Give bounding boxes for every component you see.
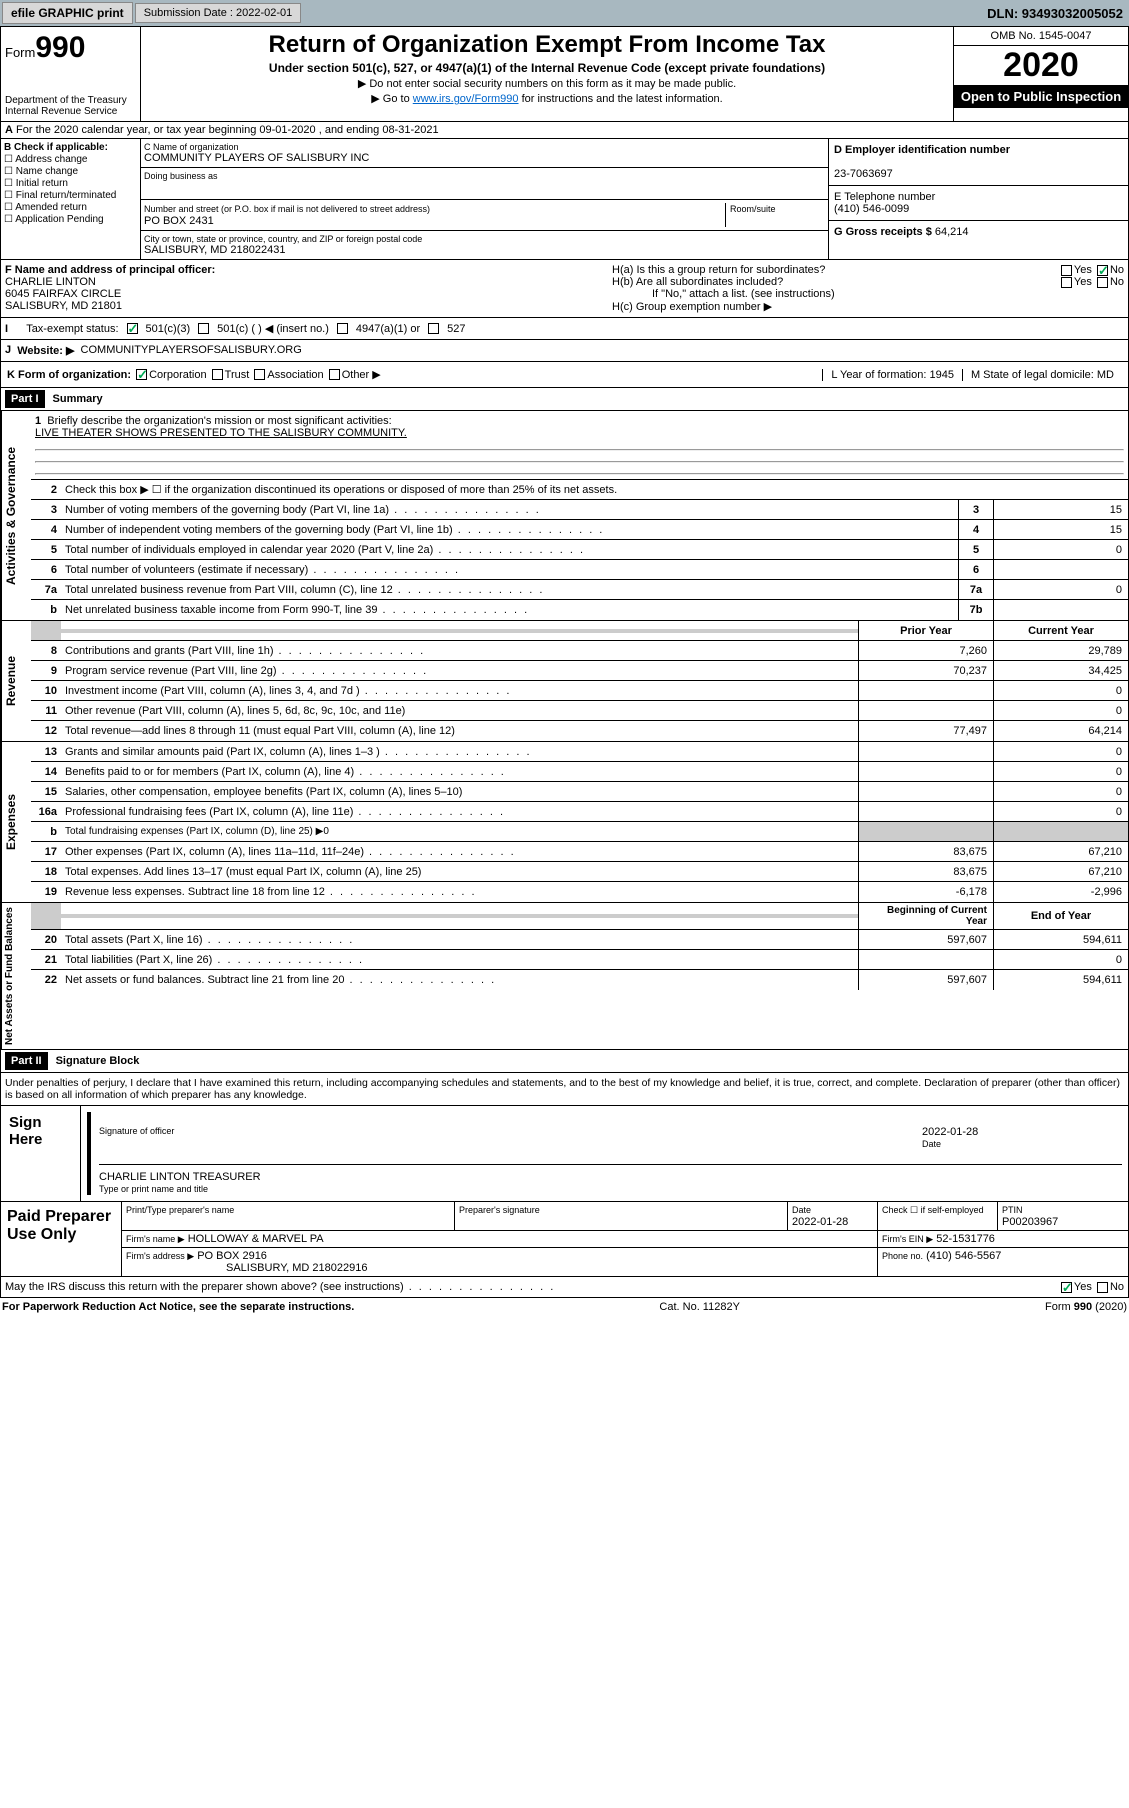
chk-name-change[interactable]: ☐ Name change <box>4 166 137 177</box>
h-a: H(a) Is this a group return for subordin… <box>612 264 825 276</box>
website-row: J Website: ▶ COMMUNITYPLAYERSOFSALISBURY… <box>0 340 1129 362</box>
hb-no[interactable] <box>1097 277 1108 288</box>
ha-no[interactable] <box>1097 265 1108 276</box>
row-klm: K Form of organization: Corporation Trus… <box>0 362 1129 388</box>
hb-yes[interactable] <box>1061 277 1072 288</box>
chk-initial-return[interactable]: ☐ Initial return <box>4 178 137 189</box>
vtab-governance: Activities & Governance <box>1 411 20 620</box>
sign-here: Sign Here <box>1 1106 81 1201</box>
org-name: COMMUNITY PLAYERS OF SALISBURY INC <box>144 152 825 164</box>
street: PO BOX 2431 <box>144 215 214 227</box>
submission-date: Submission Date : 2022-02-01 <box>135 3 302 23</box>
chk-trust[interactable] <box>212 369 223 380</box>
part2-header: Part II Signature Block <box>0 1050 1129 1073</box>
phone: (410) 546-0099 <box>834 203 909 215</box>
website-val: COMMUNITYPLAYERSOFSALISBURY.ORG <box>81 344 302 357</box>
vtab-net: Net Assets or Fund Balances <box>1 903 17 1049</box>
footer: For Paperwork Reduction Act Notice, see … <box>0 1298 1129 1316</box>
paid-preparer-label: Paid Preparer Use Only <box>1 1202 121 1276</box>
officer-name: CHARLIE LINTON <box>5 276 96 288</box>
note-ssn: ▶ Do not enter social security numbers o… <box>145 77 949 90</box>
chk-address-change[interactable]: ☐ Address change <box>4 154 137 165</box>
city: SALISBURY, MD 218022431 <box>144 244 825 256</box>
signature-block: Under penalties of perjury, I declare th… <box>0 1073 1129 1202</box>
summary-expenses: Expenses 13Grants and similar amounts pa… <box>0 742 1129 903</box>
section-fh: F Name and address of principal officer:… <box>0 260 1129 318</box>
summary-revenue: Revenue Prior YearCurrent Year 8Contribu… <box>0 621 1129 742</box>
form-number: Form990 <box>5 31 136 65</box>
form-title: Return of Organization Exempt From Incom… <box>145 31 949 59</box>
summary-net: Net Assets or Fund Balances Beginning of… <box>0 903 1129 1050</box>
top-bar: efile GRAPHIC print Submission Date : 20… <box>0 0 1129 26</box>
discuss-no[interactable] <box>1097 1282 1108 1293</box>
chk-assoc[interactable] <box>254 369 265 380</box>
officer-addr1: 6045 FAIRFAX CIRCLE <box>5 288 121 300</box>
label-phone: E Telephone number <box>834 191 935 203</box>
paid-preparer: Paid Preparer Use Only Print/Type prepar… <box>0 1202 1129 1277</box>
dln: DLN: 93493032005052 <box>987 6 1127 21</box>
label-org-name: C Name of organization <box>144 142 825 152</box>
ein: 23-7063697 <box>834 168 893 180</box>
label-dba: Doing business as <box>144 171 825 181</box>
officer-sig-name: CHARLIE LINTON TREASURER <box>99 1171 261 1183</box>
efile-button[interactable]: efile GRAPHIC print <box>2 2 133 24</box>
dept-label: Department of the Treasury Internal Reve… <box>5 95 136 117</box>
chk-501c3[interactable] <box>127 323 138 334</box>
label-officer: F Name and address of principal officer: <box>5 264 215 276</box>
line-a: A For the 2020 calendar year, or tax yea… <box>0 122 1129 139</box>
box-b-label: B Check if applicable: <box>4 142 108 153</box>
label-ein: D Employer identification number <box>834 144 1010 156</box>
h-b-note: If "No," attach a list. (see instruction… <box>612 288 1124 300</box>
h-c: H(c) Group exemption number ▶ <box>612 300 1124 313</box>
state-domicile: M State of legal domicile: MD <box>962 369 1122 381</box>
vtab-expenses: Expenses <box>1 742 20 902</box>
tax-year: 2020 <box>954 46 1128 85</box>
chk-final-return[interactable]: ☐ Final return/terminated <box>4 190 137 201</box>
label-gross: G Gross receipts $ <box>834 226 932 238</box>
h-b: H(b) Are all subordinates included? <box>612 276 783 288</box>
label-room: Room/suite <box>730 204 776 214</box>
mission: LIVE THEATER SHOWS PRESENTED TO THE SALI… <box>35 427 407 439</box>
year-formation: L Year of formation: 1945 <box>822 369 962 381</box>
irs-link[interactable]: www.irs.gov/Form990 <box>413 93 519 105</box>
chk-corp[interactable] <box>136 369 147 380</box>
officer-addr2: SALISBURY, MD 21801 <box>5 300 122 312</box>
chk-4947[interactable] <box>337 323 348 334</box>
chk-amended[interactable]: ☐ Amended return <box>4 202 137 213</box>
section-bcdeg: B Check if applicable: ☐ Address change … <box>0 139 1129 260</box>
summary-governance: Activities & Governance 1 Briefly descri… <box>0 411 1129 621</box>
discuss-row: May the IRS discuss this return with the… <box>0 1277 1129 1298</box>
open-public: Open to Public Inspection <box>954 85 1128 108</box>
form-subtitle: Under section 501(c), 527, or 4947(a)(1)… <box>145 61 949 75</box>
chk-other[interactable] <box>329 369 340 380</box>
form-header: Form990 Department of the Treasury Inter… <box>0 26 1129 122</box>
label-city: City or town, state or province, country… <box>144 234 825 244</box>
part1-header: Part I Summary <box>0 388 1129 411</box>
ha-yes[interactable] <box>1061 265 1072 276</box>
chk-app-pending[interactable]: ☐ Application Pending <box>4 214 137 225</box>
perjury-text: Under penalties of perjury, I declare th… <box>1 1073 1128 1105</box>
chk-501c[interactable] <box>198 323 209 334</box>
chk-527[interactable] <box>428 323 439 334</box>
note-link: ▶ Go to www.irs.gov/Form990 for instruct… <box>145 92 949 105</box>
gross-receipts: 64,214 <box>935 226 969 238</box>
tax-exempt-row: I Tax-exempt status: 501(c)(3) 501(c) ( … <box>0 318 1129 340</box>
omb-number: OMB No. 1545-0047 <box>954 27 1128 46</box>
vtab-revenue: Revenue <box>1 621 20 741</box>
label-street: Number and street (or P.O. box if mail i… <box>144 204 430 214</box>
discuss-yes[interactable] <box>1061 1282 1072 1293</box>
